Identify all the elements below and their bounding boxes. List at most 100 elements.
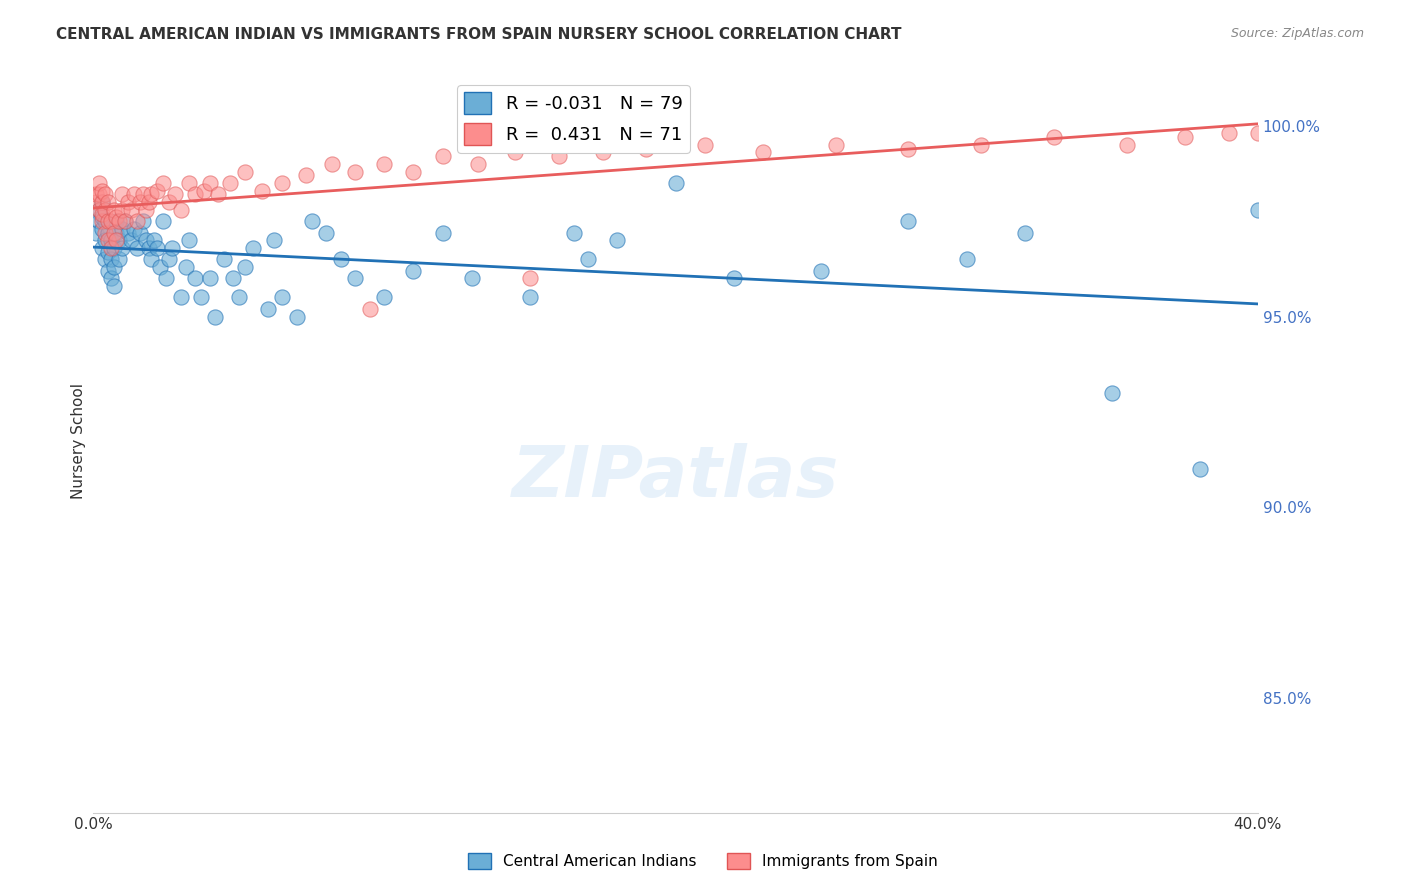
Central American Indians <box>103 279 125 293</box>
Immigrants from Spain <box>505 145 527 160</box>
Immigrants from Spain <box>1247 127 1270 141</box>
Central American Indians <box>90 241 112 255</box>
Central American Indians <box>956 252 979 267</box>
Immigrants from Spain <box>250 184 273 198</box>
Central American Indians <box>94 233 117 247</box>
Immigrants from Spain <box>100 241 122 255</box>
Central American Indians <box>100 271 122 285</box>
Immigrants from Spain <box>94 187 117 202</box>
Central American Indians <box>576 252 599 267</box>
Immigrants from Spain <box>271 176 294 190</box>
Y-axis label: Nursery School: Nursery School <box>72 383 86 499</box>
Central American Indians <box>108 252 131 267</box>
Immigrants from Spain <box>103 226 125 240</box>
Immigrants from Spain <box>131 187 153 202</box>
Central American Indians <box>87 214 110 228</box>
Immigrants from Spain <box>163 187 186 202</box>
Immigrants from Spain <box>592 145 614 160</box>
Immigrants from Spain <box>120 202 142 217</box>
Immigrants from Spain <box>402 164 425 178</box>
Central American Indians <box>157 252 180 267</box>
Central American Indians <box>228 290 250 304</box>
Immigrants from Spain <box>344 164 367 178</box>
Central American Indians <box>1014 226 1036 240</box>
Central American Indians <box>90 211 112 225</box>
Immigrants from Spain <box>90 195 112 210</box>
Central American Indians <box>271 290 294 304</box>
Central American Indians <box>111 241 134 255</box>
Immigrants from Spain <box>87 176 110 190</box>
Immigrants from Spain <box>84 187 107 202</box>
Immigrants from Spain <box>824 137 846 152</box>
Central American Indians <box>562 226 585 240</box>
Central American Indians <box>90 195 112 210</box>
Immigrants from Spain <box>122 187 145 202</box>
Immigrants from Spain <box>117 195 139 210</box>
Immigrants from Spain <box>184 187 207 202</box>
Central American Indians <box>301 214 323 228</box>
Central American Indians <box>135 233 157 247</box>
Central American Indians <box>402 264 425 278</box>
Central American Indians <box>114 214 136 228</box>
Central American Indians <box>100 233 122 247</box>
Central American Indians <box>242 241 264 255</box>
Central American Indians <box>87 202 110 217</box>
Legend: R = -0.031   N = 79, R =  0.431   N = 71: R = -0.031 N = 79, R = 0.431 N = 71 <box>457 85 690 153</box>
Central American Indians <box>117 226 139 240</box>
Immigrants from Spain <box>94 202 117 217</box>
Central American Indians <box>105 214 128 228</box>
Immigrants from Spain <box>111 202 134 217</box>
Central American Indians <box>184 271 207 285</box>
Immigrants from Spain <box>141 187 163 202</box>
Central American Indians <box>1101 385 1123 400</box>
Text: CENTRAL AMERICAN INDIAN VS IMMIGRANTS FROM SPAIN NURSERY SCHOOL CORRELATION CHAR: CENTRAL AMERICAN INDIAN VS IMMIGRANTS FR… <box>56 27 901 42</box>
Immigrants from Spain <box>219 176 242 190</box>
Central American Indians <box>519 290 541 304</box>
Central American Indians <box>128 226 150 240</box>
Central American Indians <box>810 264 832 278</box>
Immigrants from Spain <box>125 214 148 228</box>
Central American Indians <box>160 241 183 255</box>
Immigrants from Spain <box>359 301 381 316</box>
Central American Indians <box>97 226 120 240</box>
Legend: Central American Indians, Immigrants from Spain: Central American Indians, Immigrants fro… <box>461 847 945 875</box>
Immigrants from Spain <box>198 176 221 190</box>
Central American Indians <box>152 214 174 228</box>
Immigrants from Spain <box>373 157 395 171</box>
Immigrants from Spain <box>87 202 110 217</box>
Central American Indians <box>1247 202 1270 217</box>
Central American Indians <box>190 290 212 304</box>
Immigrants from Spain <box>90 184 112 198</box>
Immigrants from Spain <box>294 169 316 183</box>
Central American Indians <box>131 214 153 228</box>
Immigrants from Spain <box>97 195 120 210</box>
Central American Indians <box>146 241 169 255</box>
Central American Indians <box>94 214 117 228</box>
Central American Indians <box>723 271 745 285</box>
Central American Indians <box>257 301 280 316</box>
Central American Indians <box>100 252 122 267</box>
Central American Indians <box>233 260 256 274</box>
Immigrants from Spain <box>1043 130 1066 145</box>
Central American Indians <box>1188 462 1211 476</box>
Central American Indians <box>105 226 128 240</box>
Immigrants from Spain <box>1218 127 1240 141</box>
Immigrants from Spain <box>146 184 169 198</box>
Immigrants from Spain <box>135 202 157 217</box>
Central American Indians <box>432 226 454 240</box>
Immigrants from Spain <box>105 233 128 247</box>
Immigrants from Spain <box>970 137 993 152</box>
Immigrants from Spain <box>548 149 571 163</box>
Immigrants from Spain <box>87 187 110 202</box>
Central American Indians <box>179 233 201 247</box>
Immigrants from Spain <box>1174 130 1197 145</box>
Central American Indians <box>212 252 235 267</box>
Central American Indians <box>141 252 163 267</box>
Immigrants from Spain <box>636 142 658 156</box>
Immigrants from Spain <box>467 157 489 171</box>
Central American Indians <box>94 252 117 267</box>
Central American Indians <box>373 290 395 304</box>
Central American Indians <box>204 310 226 324</box>
Central American Indians <box>120 233 142 247</box>
Central American Indians <box>111 221 134 235</box>
